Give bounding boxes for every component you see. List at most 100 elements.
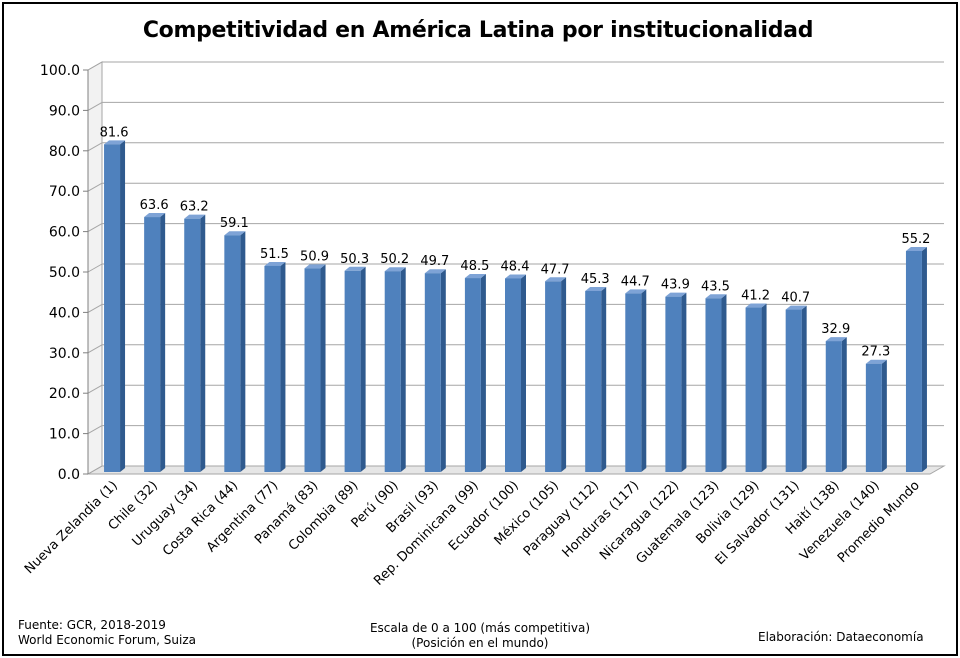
bar-side	[521, 274, 526, 472]
bar	[184, 218, 201, 472]
bar-top	[825, 337, 847, 342]
bar-side	[200, 214, 206, 472]
data-label: 43.9	[661, 278, 690, 293]
bar-side	[601, 286, 607, 472]
data-label: 41.2	[741, 289, 770, 304]
bar-top	[545, 277, 567, 282]
gridline-diagonal	[87, 61, 103, 71]
bar	[304, 268, 321, 472]
bar-side	[240, 231, 246, 472]
data-label: 63.2	[180, 200, 209, 215]
y-tick-label: 100.0	[40, 63, 80, 79]
data-label: 63.6	[140, 198, 169, 213]
bar	[665, 296, 682, 472]
bar-side	[561, 277, 567, 472]
category-label: Nueva Zelandia (1)	[22, 478, 121, 577]
gridline-diagonal	[87, 384, 103, 394]
bar-side	[721, 294, 727, 472]
scale-note: Escala de 0 a 100 (más competitiva) (Pos…	[330, 621, 630, 651]
bar	[344, 270, 361, 472]
bar-top	[384, 267, 406, 272]
y-tick-label: 80.0	[49, 144, 80, 160]
data-label: 51.5	[260, 247, 289, 262]
bar-top	[865, 359, 887, 364]
y-tick-label: 30.0	[49, 346, 80, 362]
bar	[825, 341, 842, 472]
data-label: 50.3	[340, 252, 369, 267]
bar-top	[745, 303, 767, 308]
bar	[464, 278, 481, 472]
data-label: 32.9	[821, 322, 850, 337]
bar-top	[344, 266, 366, 271]
gridline-diagonal	[87, 303, 103, 313]
y-tick-label: 70.0	[49, 184, 80, 200]
scale-note-line-1: Escala de 0 a 100 (más competitiva)	[369, 621, 591, 635]
bar-side	[280, 261, 286, 472]
bar	[705, 298, 722, 472]
bar	[785, 309, 802, 472]
data-label: 27.3	[861, 345, 890, 360]
bar-top	[264, 261, 286, 266]
bar	[625, 293, 642, 472]
bar-top	[144, 213, 166, 218]
bar	[745, 307, 762, 472]
data-label: 43.5	[701, 279, 730, 294]
bar	[224, 235, 241, 472]
bar	[865, 363, 882, 472]
bar-top	[665, 292, 687, 297]
gridline-diagonal	[87, 465, 103, 475]
y-tick-label: 0.0	[58, 467, 80, 483]
data-label: 44.7	[621, 274, 650, 289]
y-tick-label: 50.0	[49, 265, 80, 281]
bar-top	[785, 305, 807, 310]
scale-note-line-2: (Posición en el mundo)	[411, 636, 549, 650]
bar	[905, 250, 922, 472]
gridline-diagonal	[87, 142, 103, 152]
gridline-diagonal	[87, 425, 103, 435]
bar	[264, 265, 281, 472]
bar-top	[505, 274, 526, 279]
source-block: Fuente: GCR, 2018-2019 World Economic Fo…	[18, 618, 196, 648]
bar-side	[480, 274, 486, 472]
gridline-diagonal	[87, 263, 103, 273]
bar-side	[440, 269, 446, 472]
bar-side	[921, 246, 927, 472]
bar-top	[184, 214, 206, 219]
data-label: 59.1	[220, 216, 249, 231]
category-label: Argentina (77)	[204, 478, 281, 555]
bar-side	[360, 266, 366, 472]
bar-top	[104, 140, 126, 145]
bar	[505, 278, 521, 472]
data-label: 50.2	[380, 252, 409, 267]
data-label: 81.6	[100, 125, 129, 140]
data-label: 45.3	[581, 272, 610, 287]
gridline-diagonal	[87, 223, 103, 233]
data-label: 55.2	[901, 232, 930, 247]
bar-side	[801, 305, 807, 472]
bar	[144, 217, 161, 472]
gridline-diagonal	[87, 182, 103, 192]
bar-side	[681, 292, 687, 472]
source-line-2: World Economic Forum, Suiza	[18, 633, 196, 647]
bar-side	[160, 213, 166, 472]
bar-side	[320, 264, 326, 472]
chart-title: Competitividad en América Latina por ins…	[142, 18, 814, 43]
y-tick-label: 10.0	[49, 427, 80, 443]
gridline-diagonal	[87, 101, 103, 111]
data-label: 40.7	[781, 291, 810, 306]
category-label: Colombia (89)	[286, 478, 362, 554]
bar	[585, 290, 602, 472]
source-line-1: Fuente: GCR, 2018-2019	[18, 618, 166, 632]
bar-top	[224, 231, 246, 236]
bar-top	[705, 294, 727, 299]
data-label: 50.9	[300, 249, 329, 264]
y-tick-label: 40.0	[49, 305, 80, 321]
bar-top	[464, 274, 486, 279]
bar-side	[761, 303, 767, 472]
data-label: 48.5	[460, 259, 489, 274]
bar	[384, 271, 401, 472]
y-tick-label: 90.0	[49, 103, 80, 119]
bar-top	[625, 289, 647, 294]
data-label: 47.7	[541, 262, 570, 277]
category-label: Ecuador (100)	[446, 478, 522, 554]
